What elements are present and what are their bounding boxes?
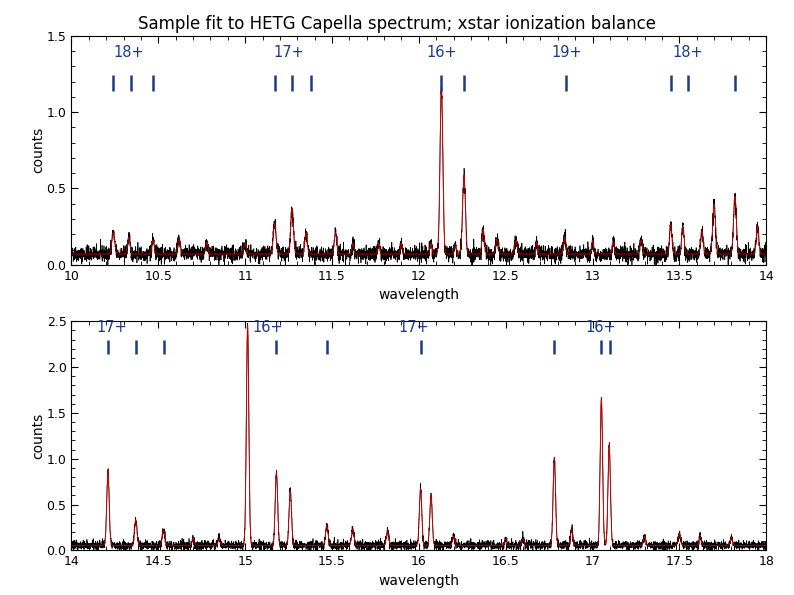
Text: 19+: 19+ [551,45,582,60]
Text: 18+: 18+ [673,45,703,60]
Text: Sample fit to HETG Capella spectrum; xstar ionization balance: Sample fit to HETG Capella spectrum; xst… [138,15,656,33]
Text: 17+: 17+ [399,320,429,335]
Text: 16+: 16+ [252,320,283,335]
Text: 17+: 17+ [96,320,127,335]
Y-axis label: counts: counts [31,127,45,173]
Y-axis label: counts: counts [31,413,45,459]
Text: 18+: 18+ [114,45,144,60]
Text: 16+: 16+ [426,45,457,60]
Text: 17+: 17+ [273,45,304,60]
X-axis label: wavelength: wavelength [378,574,460,588]
X-axis label: wavelength: wavelength [378,288,460,302]
Text: 16+: 16+ [586,320,616,335]
